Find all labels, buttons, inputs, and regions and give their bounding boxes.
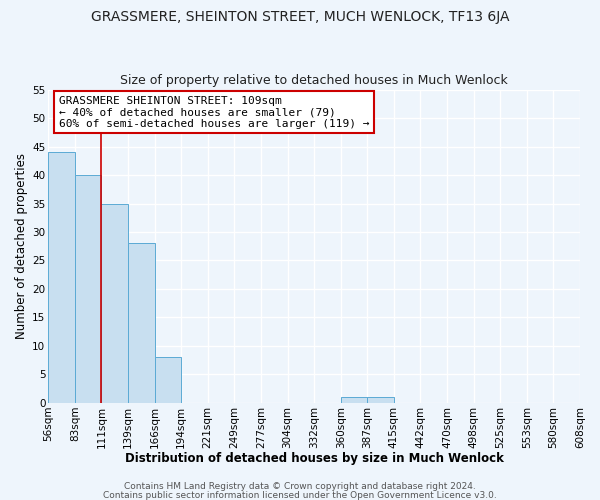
Bar (101, 204, 128, 403)
Title: Size of property relative to detached houses in Much Wenlock: Size of property relative to detached ho… (120, 74, 508, 87)
Text: Contains HM Land Registry data © Crown copyright and database right 2024.: Contains HM Land Registry data © Crown c… (124, 482, 476, 491)
Text: GRASSMERE SHEINTON STREET: 109sqm
← 40% of detached houses are smaller (79)
60% : GRASSMERE SHEINTON STREET: 109sqm ← 40% … (59, 96, 370, 129)
Bar (155, 358, 181, 403)
Text: Contains public sector information licensed under the Open Government Licence v3: Contains public sector information licen… (103, 490, 497, 500)
Bar (128, 244, 155, 403)
Bar (367, 397, 394, 403)
Text: GRASSMERE, SHEINTON STREET, MUCH WENLOCK, TF13 6JA: GRASSMERE, SHEINTON STREET, MUCH WENLOCK… (91, 10, 509, 24)
Bar (75, 175, 101, 403)
Bar (48, 152, 75, 403)
X-axis label: Distribution of detached houses by size in Much Wenlock: Distribution of detached houses by size … (125, 452, 503, 465)
Bar (341, 397, 367, 403)
Y-axis label: Number of detached properties: Number of detached properties (15, 153, 28, 339)
